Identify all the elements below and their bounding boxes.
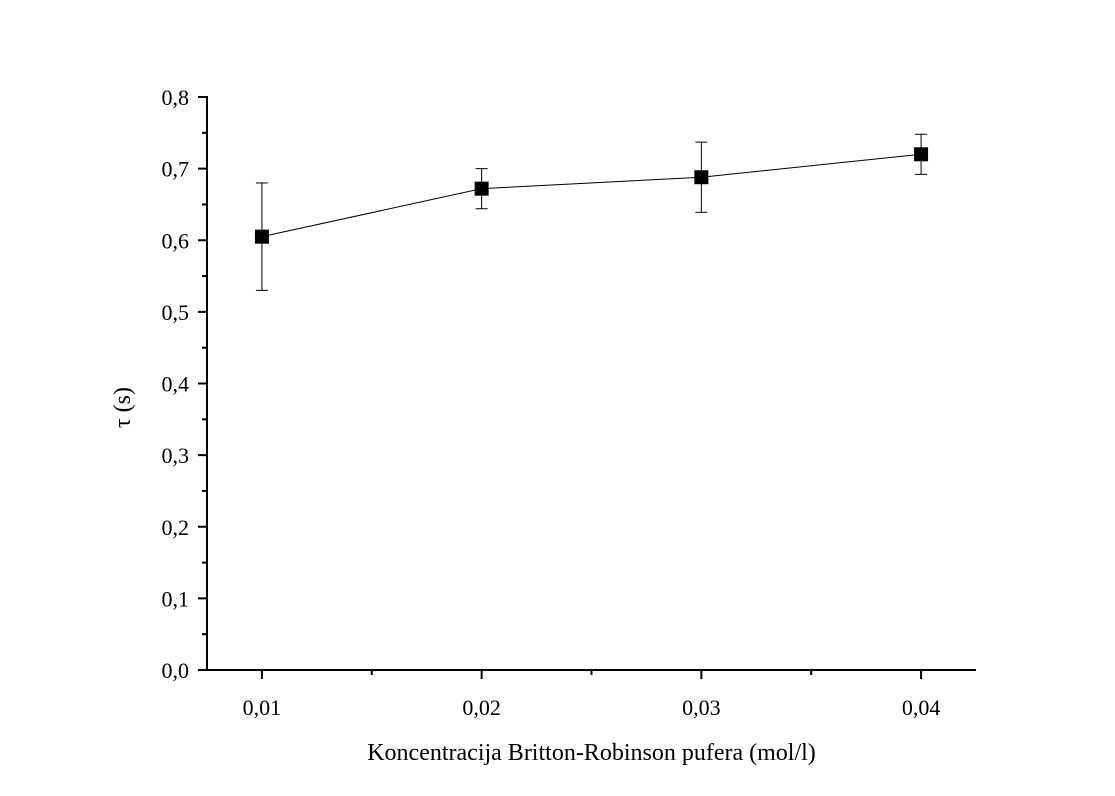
data-point <box>914 147 929 162</box>
x-tick-label: 0,01 <box>243 695 282 720</box>
x-axis-title: Koncentracija Britton-Robinson pufera (m… <box>367 740 816 766</box>
y-tick-label: 0,1 <box>162 586 190 611</box>
x-tick-label: 0,02 <box>462 695 501 720</box>
data-point <box>694 170 709 185</box>
y-tick-label: 0,5 <box>162 300 190 325</box>
x-tick-label: 0,03 <box>682 695 721 720</box>
plot-area <box>254 133 929 291</box>
y-tick-label: 0,6 <box>162 228 190 253</box>
y-tick-label: 0,2 <box>162 515 190 540</box>
data-point <box>474 181 489 196</box>
y-tick-label: 0,4 <box>162 372 190 397</box>
x-tick-label: 0,04 <box>902 695 941 720</box>
y-tick-label: 0,8 <box>162 85 190 110</box>
y-axis-title: τ (s) <box>110 387 136 428</box>
axes <box>206 96 976 671</box>
y-tick-label: 0,0 <box>162 658 190 683</box>
y-tick-label: 0,3 <box>162 443 190 468</box>
series-line <box>261 153 922 238</box>
x-ticks: 0,01 0,02 0,03 0,04 <box>243 670 941 720</box>
data-point <box>254 229 269 244</box>
y-ticks: 0,0 0,1 0,2 0,3 0,4 0,5 0,6 0,7 0,8 <box>162 85 207 683</box>
y-tick-label: 0,7 <box>162 157 190 182</box>
